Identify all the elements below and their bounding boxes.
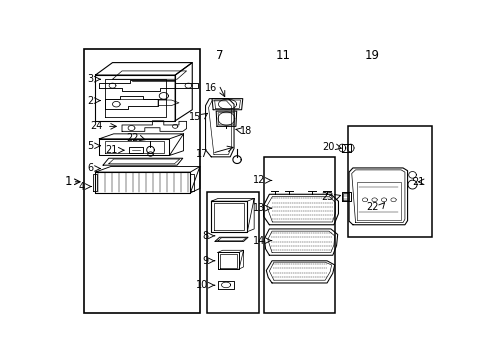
Text: 6: 6 <box>87 163 94 174</box>
Text: 7: 7 <box>216 49 224 62</box>
Text: 24: 24 <box>91 121 103 131</box>
Text: 1: 1 <box>64 175 72 188</box>
Text: 11: 11 <box>276 49 291 62</box>
Text: 16: 16 <box>205 84 218 93</box>
Text: 2: 2 <box>87 96 94 105</box>
Bar <box>84 49 200 314</box>
Text: 21: 21 <box>105 145 118 155</box>
Text: 22: 22 <box>366 202 379 212</box>
Text: 9: 9 <box>202 256 209 266</box>
Text: 4: 4 <box>79 181 85 192</box>
Text: 13: 13 <box>253 203 266 213</box>
Text: 18: 18 <box>240 126 252 135</box>
Text: 14: 14 <box>253 235 266 246</box>
Text: 15: 15 <box>189 112 202 122</box>
Text: 8: 8 <box>202 231 209 241</box>
Text: 20: 20 <box>322 142 335 152</box>
Text: 12: 12 <box>253 175 266 185</box>
Text: 23: 23 <box>321 192 334 202</box>
Text: 22: 22 <box>126 133 139 143</box>
Bar <box>265 157 335 314</box>
Text: 17: 17 <box>196 149 209 159</box>
Bar <box>207 192 259 314</box>
Bar <box>348 126 432 237</box>
Text: 3: 3 <box>87 74 94 84</box>
Text: 21: 21 <box>413 177 425 187</box>
Text: 10: 10 <box>196 280 209 290</box>
Text: 19: 19 <box>365 49 380 62</box>
Text: 5: 5 <box>87 141 94 151</box>
